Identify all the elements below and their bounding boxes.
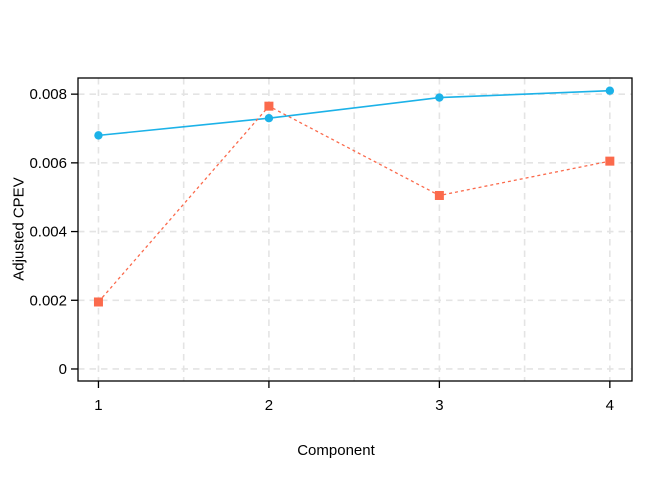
x-tick-label: 4 — [606, 397, 614, 414]
data-point-marker — [264, 101, 274, 111]
data-point-marker — [605, 156, 615, 166]
y-tick-label: 0 — [59, 361, 67, 378]
series-line — [97, 105, 610, 303]
x-axis-title: Component — [297, 442, 375, 459]
x-tick-label: 2 — [265, 397, 273, 414]
data-point-marker — [94, 131, 103, 140]
y-tick-label: 0.004 — [29, 224, 67, 241]
y-tick-label: 0.002 — [29, 292, 67, 309]
x-tick-label: 3 — [435, 397, 443, 414]
y-axis-title: Adjusted CPEV — [10, 177, 28, 281]
data-point-marker — [264, 113, 274, 123]
data-point-marker — [435, 93, 444, 102]
y-tick-label: 0.008 — [29, 86, 67, 103]
data-point-marker — [93, 297, 103, 307]
x-tick-label: 1 — [94, 397, 102, 414]
data-point-marker — [605, 86, 615, 95]
y-tick-label: 0.006 — [29, 155, 67, 172]
plot-border — [77, 77, 633, 382]
series-line — [98, 89, 610, 137]
data-point-marker — [434, 190, 444, 200]
